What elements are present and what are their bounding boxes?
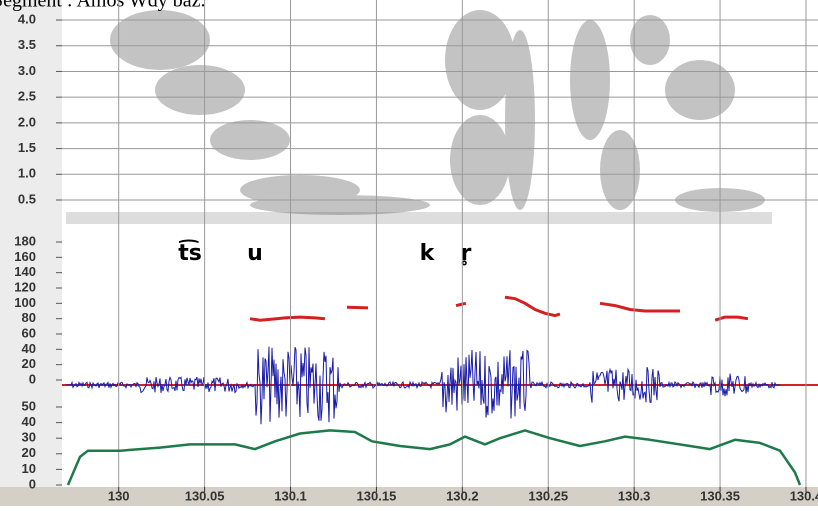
series-line (66, 429, 802, 486)
x-tick-label: 130 (108, 488, 130, 503)
y-tick-label: 160 (14, 249, 36, 264)
x-tick-label: 130.3 (618, 488, 651, 503)
y-tick-label: 0 (29, 371, 36, 386)
y-tick-label: 180 (14, 233, 36, 248)
y-tick-label: 3.0 (18, 63, 36, 78)
x-tick-label: 130.15 (357, 488, 397, 503)
segment-label: t͡s (178, 240, 202, 266)
y-tick-label: 60 (22, 325, 36, 340)
y-tick-label: 40 (22, 341, 36, 356)
y-tick-label: 30 (22, 430, 36, 445)
spectrogram-texture (66, 10, 772, 224)
y-tick-label: 50 (22, 398, 36, 413)
y-tick-label: 120 (14, 279, 36, 294)
page-title: Segment : Amos Wdy baz. (0, 0, 206, 12)
y-tick-label: 1.0 (18, 166, 36, 181)
x-tick-label: 130.35 (700, 488, 740, 503)
x-tick-label: 130.2 (446, 488, 479, 503)
x-tick-label: 130.05 (185, 488, 225, 503)
segment-label: r̥ (461, 241, 472, 266)
y-tick-label: 2.0 (18, 114, 36, 129)
y-tick-label: 3.5 (18, 37, 36, 52)
segment-label: u (247, 241, 263, 266)
x-tick-label: 130.1 (274, 488, 307, 503)
y-tick-label: 20 (22, 445, 36, 460)
y-tick-label: 0.5 (18, 191, 36, 206)
y-tick-label: 40 (22, 414, 36, 429)
series-line (249, 295, 749, 322)
y-tick-label: 100 (14, 295, 36, 310)
y-tick-label: 1.5 (18, 140, 36, 155)
waveform (66, 346, 780, 425)
y-tick-label: 2.5 (18, 89, 36, 104)
y-tick-label: 0 (29, 476, 36, 491)
x-tick-label: 130.25 (528, 488, 568, 503)
y-tick-label: 20 (22, 356, 36, 371)
x-tick-label: 130.4 (790, 488, 818, 503)
y-tick-label: 80 (22, 310, 36, 325)
y-tick-label: 4.0 (18, 11, 36, 26)
y-tick-label: 10 (22, 461, 36, 476)
segment-label: k (420, 241, 436, 266)
left-axis-area (0, 0, 62, 487)
y-tick-label: 140 (14, 264, 36, 279)
